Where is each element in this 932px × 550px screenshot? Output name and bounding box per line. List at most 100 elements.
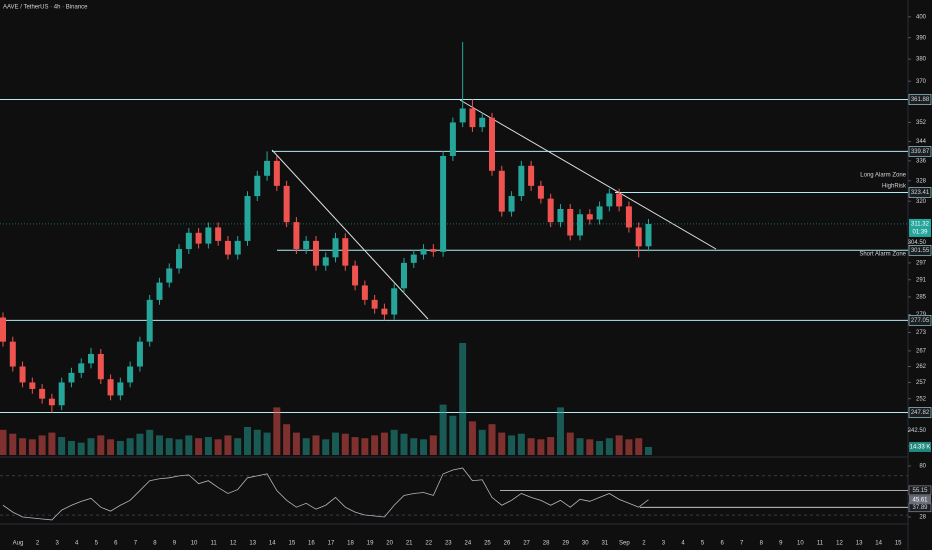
candle-body (283, 185, 290, 223)
x-tick-label: 8 (153, 541, 157, 547)
rsi-level-label: 37.89 (912, 505, 928, 511)
candle-body (136, 341, 143, 367)
x-tick-label: 4 (75, 541, 79, 547)
volume-bar (527, 438, 535, 455)
x-tick-label: 3 (55, 541, 59, 547)
candle-body (606, 193, 613, 207)
volume-bar (155, 435, 163, 455)
y-tick-label: 273 (916, 330, 927, 336)
x-tick-label: 25 (484, 541, 491, 547)
x-tick-label: 2 (36, 541, 40, 547)
candle-body (146, 299, 153, 342)
candle-body (625, 206, 632, 228)
x-tick-label: 12 (836, 541, 843, 547)
level-label-box (908, 315, 932, 326)
candle-body (440, 155, 447, 252)
level-label-box (908, 245, 932, 256)
x-tick-label: 10 (191, 541, 198, 547)
volume-bar (107, 439, 115, 455)
volume-bar (38, 435, 46, 455)
y-tick-label: 390 (916, 35, 927, 41)
rsi-last-label: 45.61 (912, 497, 928, 503)
volume-bar (19, 438, 27, 455)
x-tick-label: 22 (425, 541, 432, 547)
candle-body (508, 196, 515, 212)
volume-bar (77, 442, 85, 455)
volume-bar (439, 404, 447, 455)
x-tick-label: 5 (701, 541, 705, 547)
candle-body (547, 198, 554, 223)
candle-body (264, 160, 271, 176)
volume-bar (351, 437, 359, 455)
volume-bar (596, 441, 604, 455)
candle-body (156, 282, 163, 300)
volume-bar (547, 437, 555, 455)
volume-bar (371, 435, 379, 455)
level-label: 339.87 (911, 149, 930, 155)
x-tick-label: 16 (308, 541, 315, 547)
volume-bar (146, 429, 154, 455)
x-tick-label: 18 (347, 541, 354, 547)
candle-body (498, 170, 505, 212)
x-tick-label: 5 (95, 541, 99, 547)
candle-body (166, 268, 173, 283)
x-tick-label: 3 (662, 541, 666, 547)
volume-bar (556, 407, 564, 455)
last-price-box (909, 218, 931, 237)
rsi-line (2, 467, 649, 521)
volume-bar (136, 433, 144, 455)
volume-bar (449, 415, 457, 455)
volume-bar (175, 439, 183, 455)
candle-body (0, 317, 6, 342)
volume-bar (9, 433, 17, 455)
x-tick-label: 19 (367, 541, 374, 547)
x-tick-label: Aug (13, 541, 24, 547)
x-tick-label: 15 (288, 541, 295, 547)
level-label-box (908, 94, 932, 105)
x-tick-label: 20 (386, 541, 393, 547)
candle-body (195, 232, 202, 244)
countdown: 01:39 (912, 230, 928, 236)
volume-bar (361, 438, 369, 455)
rsi-level-box (908, 485, 932, 496)
candle-body (459, 108, 466, 123)
volume-bar (537, 439, 545, 455)
volume-bar (67, 441, 75, 455)
x-tick-label: 4 (681, 541, 685, 547)
volume-bar (165, 438, 173, 455)
volume-bar (0, 429, 7, 455)
candle-body (224, 240, 231, 255)
level-label: 323.41 (911, 190, 930, 196)
candle-body (68, 372, 75, 383)
x-tick-label: 10 (797, 541, 804, 547)
volume-bar (283, 424, 291, 455)
candle-body (312, 240, 319, 266)
x-tick-label: 17 (328, 541, 335, 547)
volume-bar (332, 432, 340, 455)
volume-bar (116, 441, 124, 455)
candle-body (58, 382, 65, 406)
volume-bar (126, 438, 134, 455)
y-tick-label: 328 (916, 178, 927, 184)
candle-body (273, 160, 280, 186)
level-label: 361.88 (911, 97, 930, 103)
x-tick-label: 24 (465, 541, 472, 547)
annotation: Long Alarm Zone (860, 173, 906, 179)
x-tick-label: 7 (134, 541, 138, 547)
candle-body (244, 196, 251, 241)
x-tick-label: 12 (230, 541, 237, 547)
x-tick-label: 13 (856, 541, 863, 547)
volume-bar (498, 432, 506, 455)
volume-bar (224, 435, 232, 455)
volume-bar (58, 437, 66, 455)
annotation: HighRisk (882, 184, 907, 190)
candle-body (342, 238, 349, 266)
x-tick-label: 29 (562, 541, 569, 547)
x-tick-label: 7 (740, 541, 744, 547)
candle-body (420, 249, 427, 255)
candle-body (489, 117, 495, 171)
x-tick-label: 6 (114, 541, 118, 547)
y-tick-label: 285 (916, 295, 927, 301)
candle-body (449, 122, 456, 156)
